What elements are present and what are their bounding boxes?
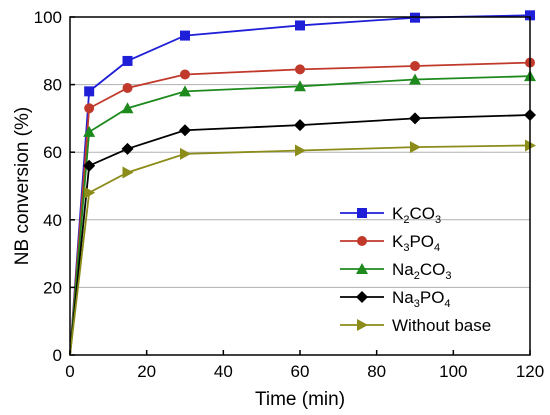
data-point [525,10,535,21]
axis-ticks [69,16,531,356]
legend-marker-4 [357,319,368,331]
tick-labels: 0 20 40 60 80 100 120 0 20 40 60 80 100 [34,8,545,381]
data-point [180,147,191,160]
legend-label-3: Na3PO4 [392,288,451,310]
legend-marker-2 [356,263,368,274]
y-tick-label: 80 [43,76,62,95]
legend-label-2: Na2CO3 [392,260,451,282]
legend-marker-0 [357,208,367,218]
y-tick-label: 60 [43,143,62,162]
data-point [122,166,134,179]
legend-marker-1 [357,236,367,246]
y-axis-label: NB conversion (%) [12,107,33,265]
data-point [409,73,421,85]
y-tick-label: 20 [43,278,62,297]
data-point [121,102,134,114]
x-tick-label: 20 [137,362,156,381]
data-point [84,186,96,199]
data-point [294,119,306,132]
y-tick-label: 100 [34,8,62,27]
data-point [295,20,305,31]
x-tick-label: 120 [516,362,544,381]
x-tick-label: 80 [367,362,386,381]
data-point [83,159,96,172]
data-point [84,86,95,97]
legend-label-4: Without base [392,316,491,335]
y-tick-label: 0 [53,346,62,365]
x-tick-label: 40 [214,362,233,381]
y-tick-label: 40 [43,211,62,230]
data-point [122,55,133,66]
x-tick-label: 60 [291,362,310,381]
x-tick-label: 0 [65,362,74,381]
data-point [295,144,306,157]
data-point [295,64,305,75]
data-point [83,125,96,137]
data-point [180,30,190,41]
data-point [409,112,421,125]
data-point [294,80,306,92]
series-markers [83,10,536,199]
series-line-2 [69,75,531,356]
data-point [180,69,190,80]
data-point [122,82,133,93]
legend-label-1: K3PO4 [392,232,440,254]
data-point [121,142,134,155]
legend-label-0: K2CO3 [392,204,441,226]
legend-marker-3 [356,291,368,303]
data-point [410,61,420,72]
series-line-1 [69,61,531,356]
data-point [179,124,191,137]
x-axis-label: Time (min) [255,389,345,410]
data-point [179,85,191,97]
legend: K2CO3 K3PO4 Na2CO3 Na3PO4 Without base [340,204,491,335]
x-tick-label: 100 [439,362,467,381]
data-point [410,141,421,154]
data-point [84,103,95,114]
